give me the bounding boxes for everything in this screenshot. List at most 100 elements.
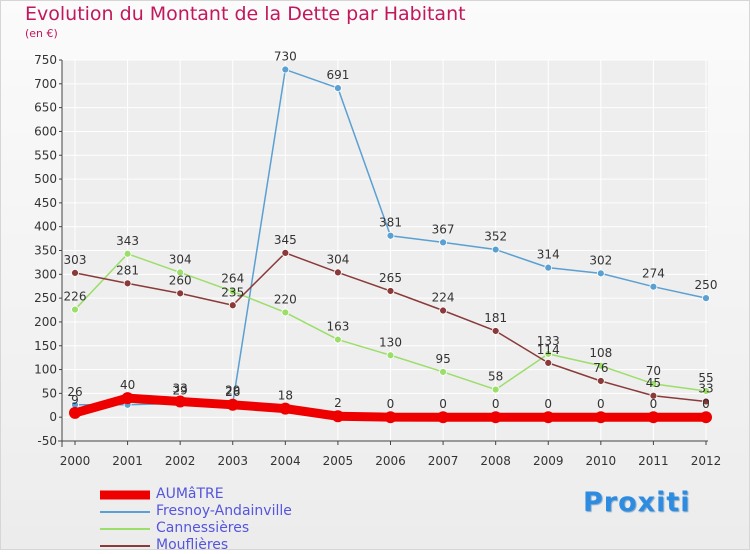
data-label: 133 bbox=[537, 334, 560, 348]
data-point-aumatre bbox=[331, 410, 344, 423]
data-label: 0 bbox=[544, 397, 552, 411]
data-point-fresnoy-andainville bbox=[439, 238, 447, 247]
legend-swatch bbox=[100, 510, 150, 513]
data-label: 181 bbox=[484, 311, 507, 325]
data-label: 58 bbox=[488, 370, 503, 384]
data-label: 114 bbox=[537, 343, 560, 357]
data-point-cannessieres bbox=[544, 349, 553, 358]
y-tick-label: 650 bbox=[34, 101, 57, 115]
y-tick-label: 150 bbox=[34, 339, 57, 353]
data-label: 0 bbox=[387, 397, 395, 411]
data-label: 95 bbox=[435, 352, 450, 366]
chart-title: Evolution du Montant de la Dette par Hab… bbox=[25, 3, 466, 25]
data-point-aumatre bbox=[279, 402, 292, 415]
data-point-cannessieres bbox=[491, 385, 500, 394]
y-tick-label: 750 bbox=[34, 53, 57, 67]
data-point-aumatre bbox=[647, 411, 660, 424]
data-label: 26 bbox=[225, 385, 240, 399]
data-label: 367 bbox=[432, 222, 455, 236]
data-point-mouflieres bbox=[176, 289, 185, 298]
y-tick-label: -50 bbox=[37, 434, 57, 448]
data-label: 691 bbox=[326, 68, 349, 82]
data-label: 345 bbox=[274, 233, 297, 247]
data-point-mouflieres bbox=[649, 391, 658, 400]
data-point-aumatre bbox=[489, 411, 502, 424]
data-point-cannessieres bbox=[281, 308, 290, 317]
data-point-fresnoy-andainville bbox=[334, 84, 342, 92]
data-point-aumatre bbox=[594, 411, 607, 424]
data-label: 303 bbox=[64, 253, 87, 267]
data-label: 0 bbox=[650, 397, 658, 411]
data-label: 76 bbox=[593, 361, 608, 375]
y-tick-label: 450 bbox=[34, 196, 57, 210]
data-point-cannessieres bbox=[334, 335, 342, 344]
data-point-mouflieres bbox=[334, 268, 342, 277]
y-tick-label: 100 bbox=[34, 363, 57, 377]
data-point-cannessieres bbox=[228, 287, 237, 296]
data-point-cannessieres bbox=[386, 351, 395, 360]
data-point-mouflieres bbox=[439, 306, 447, 315]
data-label: 29 bbox=[173, 383, 188, 397]
data-point-mouflieres bbox=[491, 327, 500, 335]
x-tick-label: 2001 bbox=[112, 454, 143, 468]
data-point-cannessieres bbox=[71, 305, 79, 314]
y-tick-label: 350 bbox=[34, 244, 57, 258]
x-tick-label: 2003 bbox=[217, 454, 248, 468]
data-label: 0 bbox=[492, 397, 500, 411]
data-point-aumatre bbox=[437, 411, 450, 424]
data-label: 264 bbox=[221, 271, 244, 285]
data-label: 304 bbox=[326, 252, 349, 266]
data-label: 260 bbox=[169, 273, 192, 287]
data-label: 281 bbox=[116, 263, 139, 277]
y-tick-label: 200 bbox=[34, 315, 57, 329]
data-point-cannessieres bbox=[123, 249, 132, 258]
data-label: 18 bbox=[278, 389, 293, 403]
data-label: 304 bbox=[169, 252, 192, 266]
data-point-mouflieres bbox=[544, 358, 553, 367]
data-point-cannessieres bbox=[176, 268, 185, 277]
data-label: 40 bbox=[120, 378, 135, 392]
data-label: 235 bbox=[221, 285, 244, 299]
y-tick-label: 0 bbox=[49, 410, 57, 424]
data-label: 130 bbox=[379, 335, 402, 349]
legend-label: Fresnoy-Andainville bbox=[156, 503, 292, 519]
data-label: 55 bbox=[698, 371, 713, 385]
data-point-mouflieres bbox=[386, 287, 395, 295]
data-point-aumatre bbox=[226, 398, 239, 411]
data-label: 45 bbox=[646, 376, 661, 390]
data-label: 29 bbox=[225, 383, 240, 397]
data-label: 0 bbox=[702, 397, 710, 411]
x-tick-label: 2000 bbox=[60, 454, 91, 468]
data-point-cannessieres bbox=[596, 361, 605, 370]
x-tick-label: 2007 bbox=[428, 454, 459, 468]
data-point-mouflieres bbox=[71, 268, 79, 277]
data-point-cannessieres bbox=[649, 379, 658, 388]
data-point-mouflieres bbox=[281, 248, 290, 257]
data-point-fresnoy-andainville bbox=[281, 65, 290, 74]
y-tick-label: 300 bbox=[34, 267, 57, 281]
y-tick-label: 500 bbox=[34, 172, 57, 186]
data-label: 0 bbox=[597, 397, 605, 411]
data-label: 224 bbox=[432, 291, 455, 305]
y-tick-label: 50 bbox=[42, 386, 57, 400]
legend-label: Cannessières bbox=[156, 520, 250, 536]
data-label: 2 bbox=[334, 396, 342, 410]
data-point-mouflieres bbox=[596, 377, 605, 385]
data-point-mouflieres bbox=[228, 301, 237, 310]
legend-swatch bbox=[100, 490, 150, 499]
data-label: 730 bbox=[274, 50, 297, 64]
data-label: 265 bbox=[379, 271, 402, 285]
data-label: 0 bbox=[439, 397, 447, 411]
data-label: 250 bbox=[695, 278, 718, 292]
data-label: 302 bbox=[589, 253, 612, 267]
y-tick-label: 400 bbox=[34, 220, 57, 234]
chart-subtitle: (en €) bbox=[25, 27, 58, 40]
y-tick-label: 250 bbox=[34, 291, 57, 305]
data-point-fresnoy-andainville bbox=[544, 263, 553, 272]
data-point-fresnoy-andainville bbox=[596, 269, 605, 278]
x-tick-label: 2011 bbox=[638, 454, 669, 468]
data-point-fresnoy-andainville bbox=[386, 231, 395, 240]
data-point-aumatre bbox=[542, 411, 555, 424]
proxiti-logo: Proxiti bbox=[583, 487, 691, 518]
